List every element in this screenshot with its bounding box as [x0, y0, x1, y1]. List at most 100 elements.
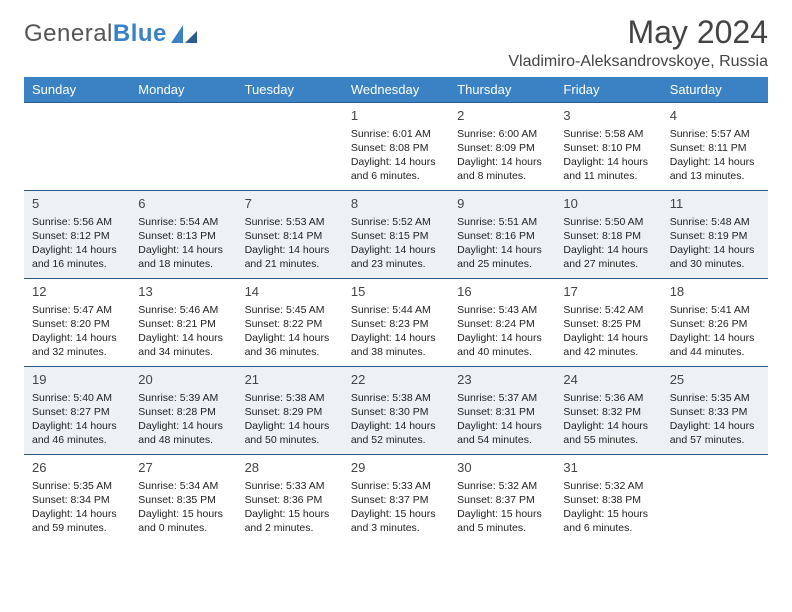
weekday-header-row: SundayMondayTuesdayWednesdayThursdayFrid…: [24, 77, 768, 102]
day-number: 3: [563, 107, 655, 125]
sunrise-text: Sunrise: 5:56 AM: [32, 215, 124, 229]
sunrise-text: Sunrise: 5:35 AM: [670, 391, 762, 405]
day-number: 2: [457, 107, 549, 125]
day-number: 8: [351, 195, 443, 213]
daylight-text: Daylight: 14 hours and 18 minutes.: [138, 243, 230, 271]
daylight-text: Daylight: 14 hours and 27 minutes.: [563, 243, 655, 271]
daylight-text: Daylight: 14 hours and 48 minutes.: [138, 419, 230, 447]
calendar-cell: 1Sunrise: 6:01 AMSunset: 8:08 PMDaylight…: [343, 102, 449, 190]
sunset-text: Sunset: 8:37 PM: [351, 493, 443, 507]
sunset-text: Sunset: 8:08 PM: [351, 141, 443, 155]
daylight-text: Daylight: 14 hours and 16 minutes.: [32, 243, 124, 271]
day-number: 9: [457, 195, 549, 213]
sunset-text: Sunset: 8:22 PM: [245, 317, 337, 331]
day-number: 31: [563, 459, 655, 477]
calendar-cell: 25 Sunrise: 5:35 AMSunset: 8:33 PMDayligh…: [662, 366, 768, 454]
day-number: 20: [138, 371, 230, 389]
sunrise-text: Sunrise: 5:51 AM: [457, 215, 549, 229]
sunrise-text: Sunrise: 5:53 AM: [245, 215, 337, 229]
daylight-text: Daylight: 14 hours and 13 minutes.: [670, 155, 762, 183]
sunset-text: Sunset: 8:20 PM: [32, 317, 124, 331]
calendar-cell: 22Sunrise: 5:38 AMSunset: 8:30 PMDayligh…: [343, 366, 449, 454]
sunset-text: Sunset: 8:15 PM: [351, 229, 443, 243]
sunrise-text: Sunrise: 5:42 AM: [563, 303, 655, 317]
day-number: 22: [351, 371, 443, 389]
day-number: 16: [457, 283, 549, 301]
sunrise-text: Sunrise: 5:32 AM: [457, 479, 549, 493]
sunrise-text: Sunrise: 5:33 AM: [351, 479, 443, 493]
sunset-text: Sunset: 8:19 PM: [670, 229, 762, 243]
calendar-cell: 30Sunrise: 5:32 AMSunset: 8:37 PMDayligh…: [449, 454, 555, 542]
day-number: 18: [670, 283, 762, 301]
calendar-cell: 12Sunrise: 5:47 AMSunset: 8:20 PMDayligh…: [24, 278, 130, 366]
daylight-text: Daylight: 15 hours and 3 minutes.: [351, 507, 443, 535]
daylight-text: Daylight: 14 hours and 50 minutes.: [245, 419, 337, 447]
weekday-header: Sunday: [24, 77, 130, 102]
day-number: 4: [670, 107, 762, 125]
sunrise-text: Sunrise: 5:32 AM: [563, 479, 655, 493]
daylight-text: Daylight: 14 hours and 54 minutes.: [457, 419, 549, 447]
sunrise-text: Sunrise: 5:37 AM: [457, 391, 549, 405]
sunrise-text: Sunrise: 5:57 AM: [670, 127, 762, 141]
sunset-text: Sunset: 8:31 PM: [457, 405, 549, 419]
day-number: 10: [563, 195, 655, 213]
daylight-text: Daylight: 14 hours and 38 minutes.: [351, 331, 443, 359]
day-number: 19: [32, 371, 124, 389]
sunrise-text: Sunrise: 5:41 AM: [670, 303, 762, 317]
daylight-text: Daylight: 14 hours and 6 minutes.: [351, 155, 443, 183]
calendar-grid: 1Sunrise: 6:01 AMSunset: 8:08 PMDaylight…: [24, 102, 768, 542]
day-number: 26: [32, 459, 124, 477]
sunset-text: Sunset: 8:16 PM: [457, 229, 549, 243]
daylight-text: Daylight: 14 hours and 32 minutes.: [32, 331, 124, 359]
sunrise-text: Sunrise: 5:34 AM: [138, 479, 230, 493]
daylight-text: Daylight: 14 hours and 30 minutes.: [670, 243, 762, 271]
calendar-cell: 21Sunrise: 5:38 AMSunset: 8:29 PMDayligh…: [237, 366, 343, 454]
day-number: 15: [351, 283, 443, 301]
sunset-text: Sunset: 8:38 PM: [563, 493, 655, 507]
calendar-cell: 15Sunrise: 5:44 AMSunset: 8:23 PMDayligh…: [343, 278, 449, 366]
calendar-cell: 2Sunrise: 6:00 AMSunset: 8:09 PMDaylight…: [449, 102, 555, 190]
sunrise-text: Sunrise: 5:36 AM: [563, 391, 655, 405]
location: Vladimiro-Aleksandrovskoye, Russia: [508, 53, 768, 71]
title-block: May 2024 Vladimiro-Aleksandrovskoye, Rus…: [508, 14, 768, 71]
daylight-text: Daylight: 14 hours and 44 minutes.: [670, 331, 762, 359]
daylight-text: Daylight: 14 hours and 25 minutes.: [457, 243, 549, 271]
sunrise-text: Sunrise: 5:38 AM: [245, 391, 337, 405]
daylight-text: Daylight: 14 hours and 36 minutes.: [245, 331, 337, 359]
calendar-cell-empty: [662, 454, 768, 542]
calendar-cell-empty: [237, 102, 343, 190]
weekday-header: Thursday: [449, 77, 555, 102]
day-number: 13: [138, 283, 230, 301]
day-number: 17: [563, 283, 655, 301]
calendar-cell: 3Sunrise: 5:58 AMSunset: 8:10 PMDaylight…: [555, 102, 661, 190]
calendar-cell: 4Sunrise: 5:57 AMSunset: 8:11 PMDaylight…: [662, 102, 768, 190]
weekday-header: Saturday: [662, 77, 768, 102]
calendar-cell: 14Sunrise: 5:45 AMSunset: 8:22 PMDayligh…: [237, 278, 343, 366]
calendar-cell: 9 Sunrise: 5:51 AMSunset: 8:16 PMDaylight…: [449, 190, 555, 278]
calendar-cell: 16Sunrise: 5:43 AMSunset: 8:24 PMDayligh…: [449, 278, 555, 366]
daylight-text: Daylight: 14 hours and 57 minutes.: [670, 419, 762, 447]
sunrise-text: Sunrise: 5:43 AM: [457, 303, 549, 317]
sunset-text: Sunset: 8:37 PM: [457, 493, 549, 507]
calendar-cell: 17Sunrise: 5:42 AMSunset: 8:25 PMDayligh…: [555, 278, 661, 366]
day-number: 29: [351, 459, 443, 477]
calendar-cell: 13Sunrise: 5:46 AMSunset: 8:21 PMDayligh…: [130, 278, 236, 366]
sunrise-text: Sunrise: 5:50 AM: [563, 215, 655, 229]
day-number: 6: [138, 195, 230, 213]
calendar-cell: 31 Sunrise: 5:32 AMSunset: 8:38 PMDayligh…: [555, 454, 661, 542]
header: GeneralBlue May 2024 Vladimiro-Aleksandr…: [24, 14, 768, 71]
daylight-text: Daylight: 14 hours and 52 minutes.: [351, 419, 443, 447]
sunrise-text: Sunrise: 5:38 AM: [351, 391, 443, 405]
daylight-text: Daylight: 14 hours and 11 minutes.: [563, 155, 655, 183]
sunset-text: Sunset: 8:23 PM: [351, 317, 443, 331]
day-number: 11: [670, 195, 762, 213]
day-number: 25: [670, 371, 762, 389]
calendar-cell-empty: [130, 102, 236, 190]
calendar-cell: 26Sunrise: 5:35 AMSunset: 8:34 PMDayligh…: [24, 454, 130, 542]
sunset-text: Sunset: 8:33 PM: [670, 405, 762, 419]
day-number: 7: [245, 195, 337, 213]
daylight-text: Daylight: 15 hours and 6 minutes.: [563, 507, 655, 535]
calendar-cell: 29 Sunrise: 5:33 AMSunset: 8:37 PMDayligh…: [343, 454, 449, 542]
sunset-text: Sunset: 8:34 PM: [32, 493, 124, 507]
sunrise-text: Sunrise: 6:00 AM: [457, 127, 549, 141]
